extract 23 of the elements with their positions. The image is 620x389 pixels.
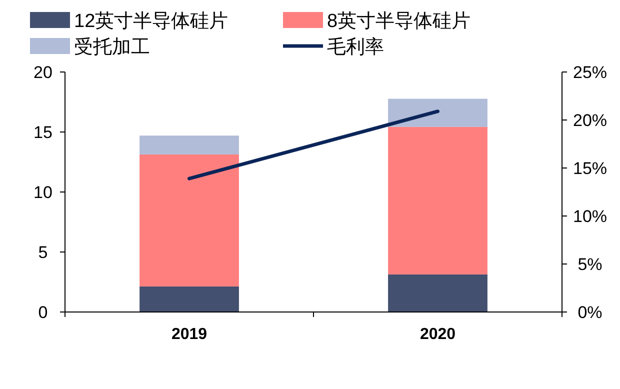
bar bbox=[388, 98, 488, 127]
y2-tick-label: 0% bbox=[578, 303, 602, 322]
bar bbox=[140, 136, 239, 154]
y2-tick-label: 5% bbox=[578, 255, 602, 274]
y-tick-label: 5 bbox=[38, 243, 48, 262]
legend-label: 8英寸半导体硅片 bbox=[327, 11, 471, 32]
legend-label: 12英寸半导体硅片 bbox=[74, 11, 228, 32]
y2-tick-label: 25% bbox=[572, 63, 608, 82]
bar bbox=[140, 154, 239, 286]
y2-tick-label: 10% bbox=[572, 207, 608, 226]
legend-label: 毛利率 bbox=[327, 36, 384, 58]
legend-label: 受托加工 bbox=[74, 37, 150, 58]
bar bbox=[388, 126, 488, 274]
y-tick-label: 20 bbox=[34, 63, 52, 82]
bar bbox=[388, 274, 488, 312]
y2-tick-label: 20% bbox=[572, 111, 608, 130]
x-tick-label: 2020 bbox=[420, 326, 456, 343]
y-tick-label: 0 bbox=[38, 303, 48, 322]
bar bbox=[140, 286, 239, 312]
x-tick-label: 2019 bbox=[171, 326, 208, 343]
y-tick-label: 15 bbox=[34, 123, 52, 142]
y-tick-label: 10 bbox=[34, 183, 52, 202]
y2-tick-label: 15% bbox=[572, 159, 608, 178]
